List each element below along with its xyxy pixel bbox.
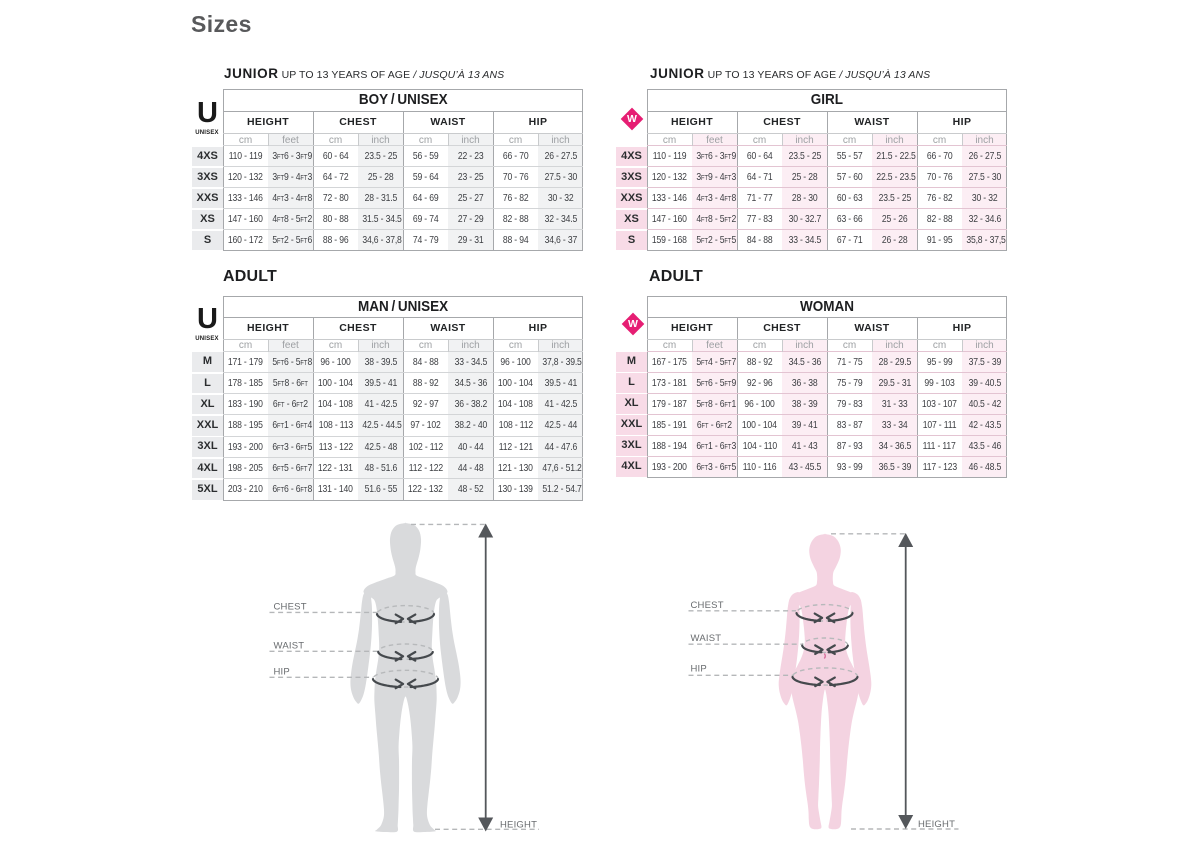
svg-text:HEIGHT: HEIGHT — [500, 820, 537, 831]
svg-text:WAIST: WAIST — [274, 641, 305, 652]
svg-text:CHEST: CHEST — [274, 602, 307, 613]
svg-text:HIP: HIP — [691, 664, 707, 675]
svg-text:HIP: HIP — [274, 667, 290, 678]
svg-text:CHEST: CHEST — [691, 600, 724, 611]
svg-text:WAIST: WAIST — [691, 633, 722, 644]
svg-text:HEIGHT: HEIGHT — [918, 819, 955, 830]
